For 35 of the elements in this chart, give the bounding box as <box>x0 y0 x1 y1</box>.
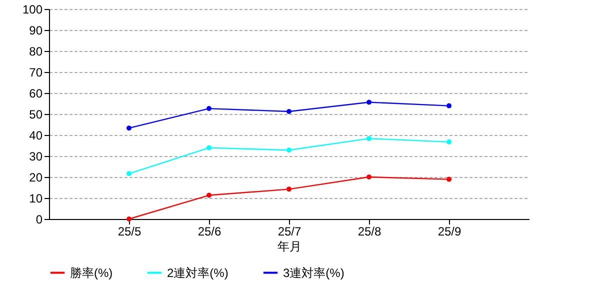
x-tick-label: 25/7 <box>278 224 302 238</box>
point <box>206 192 212 198</box>
point <box>446 139 452 144</box>
y-tick-label: 80 <box>29 44 43 58</box>
point <box>206 106 212 112</box>
point <box>126 126 132 131</box>
point <box>366 136 372 142</box>
point <box>446 103 452 108</box>
legend-label: 3連対率(%) <box>283 266 344 280</box>
x-tick-label: 25/5 <box>118 224 142 238</box>
y-tick-label: 90 <box>29 24 43 38</box>
point <box>366 100 372 105</box>
y-tick-label: 40 <box>29 128 43 142</box>
point <box>366 174 372 180</box>
y-tick-label: 100 <box>22 2 43 16</box>
y-tick-label: 10 <box>29 192 43 206</box>
point <box>286 148 292 153</box>
x-tick-label: 25/9 <box>438 224 462 238</box>
point <box>446 176 452 182</box>
y-tick-label: 60 <box>29 86 43 100</box>
y-tick-label: 50 <box>29 108 43 122</box>
point <box>126 171 132 176</box>
legend-label: 勝率(%) <box>70 266 113 280</box>
y-tick-label: 70 <box>29 66 43 80</box>
y-tick-label: 0 <box>36 212 43 226</box>
point <box>126 216 132 222</box>
y-tick-label: 30 <box>29 150 43 164</box>
x-tick-label: 25/8 <box>358 224 382 238</box>
x-axis-title: 年月 <box>278 240 302 254</box>
y-tick-label: 20 <box>29 170 43 184</box>
point <box>286 108 292 114</box>
point <box>286 186 292 192</box>
x-tick-label: 25/6 <box>198 224 222 238</box>
legend-label: 2連対率(%) <box>167 266 228 280</box>
point <box>206 145 212 150</box>
